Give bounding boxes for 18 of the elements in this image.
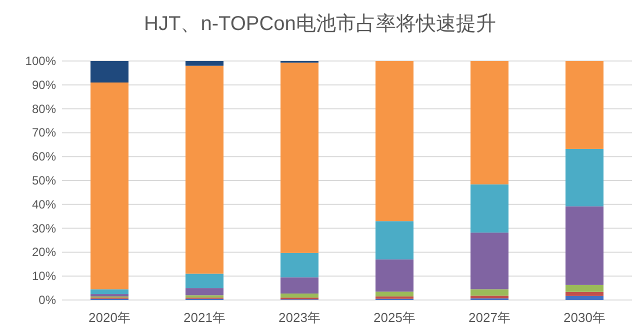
x-tick-label: 2027年 xyxy=(468,310,510,325)
y-tick-label: 80% xyxy=(32,102,56,116)
chart-title: HJT、n-TOPCon电池市占率将快速提升 xyxy=(144,13,496,35)
y-tick-label: 10% xyxy=(32,269,56,284)
y-tick-label: 70% xyxy=(32,126,56,140)
x-tick-label: 2020年 xyxy=(88,310,130,325)
x-tick-label: 2023年 xyxy=(278,310,320,325)
y-tick-label: 50% xyxy=(32,174,56,188)
y-tick-label: 90% xyxy=(32,78,56,92)
x-tick-label: 2030年 xyxy=(564,310,606,325)
y-tick-label: 20% xyxy=(32,245,56,260)
x-tick-label: 2021年 xyxy=(184,310,226,325)
y-tick-label: 0% xyxy=(38,293,56,307)
x-tick-label: 2025年 xyxy=(374,310,416,325)
y-tick-label: 60% xyxy=(32,150,56,164)
y-tick-label: 100% xyxy=(25,54,56,68)
y-tick-label: 30% xyxy=(32,221,56,236)
y-tick-label: 40% xyxy=(32,197,56,212)
